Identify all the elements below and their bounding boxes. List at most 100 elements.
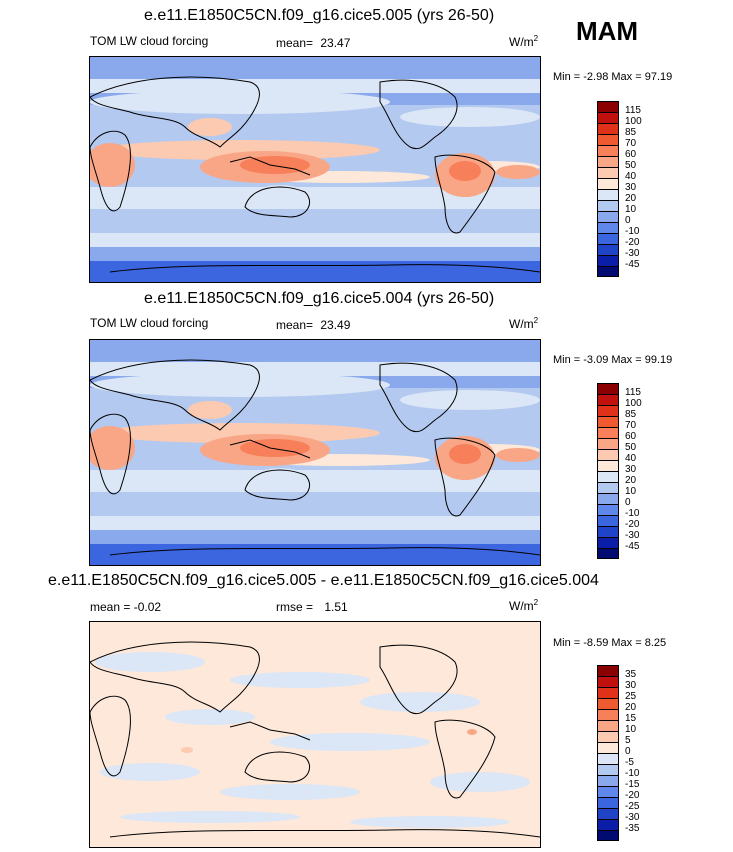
panel1-sh-storm-band	[90, 233, 540, 247]
panel1-sh-mid-band	[90, 209, 540, 233]
panel3-coast-australia	[244, 751, 310, 783]
panel2-mean-key: mean=	[276, 318, 314, 332]
panel1-map	[89, 56, 541, 283]
panel1-units-base: W/m	[509, 35, 534, 49]
panel1-amazon-core	[449, 161, 481, 181]
panel1-mean-key: mean=	[276, 36, 314, 50]
panel1-mean-value: 23.47	[320, 36, 351, 50]
cbar3-tick: 25	[625, 691, 637, 702]
panel1-coastlines	[90, 76, 540, 273]
panel2-coast-africa	[90, 413, 131, 495]
panel2-units-sup: 2	[533, 316, 539, 325]
panel1-australia	[252, 185, 308, 209]
cbar1-tick: 20	[625, 193, 637, 204]
panel3-coast-eurasia	[90, 641, 260, 713]
cbar3-tick: -20	[625, 790, 640, 801]
cbar2-tick: 0	[625, 497, 631, 508]
cbar3-tick: -35	[625, 823, 640, 834]
panel1-tibet	[188, 118, 232, 136]
cbar1-tick: 115	[625, 105, 641, 116]
cbar1-tick: 70	[625, 138, 637, 149]
panel3-neg-patch	[270, 733, 430, 751]
cbar2-tick: -30	[625, 530, 640, 541]
cbar1-tick: 30	[625, 182, 637, 193]
panel3-mean-label: mean = -0.02	[90, 600, 162, 614]
panel2-amazon-core	[449, 444, 481, 464]
cbar2-tick: 10	[625, 486, 637, 497]
panel3-neg-patch	[220, 784, 360, 800]
cbar1-tick: 60	[625, 149, 637, 160]
panel3-map	[89, 621, 541, 848]
panel3-minmax: Min = -8.59 Max = 8.25	[553, 637, 667, 649]
cbar2-tick: 70	[625, 420, 637, 431]
panel2-sh-band	[90, 470, 540, 492]
cbar1-tick: 100	[625, 116, 642, 127]
panel3-units: W/m2	[509, 598, 538, 613]
panel2-units-base: W/m	[509, 317, 534, 331]
cbar3-tick: 0	[625, 746, 631, 757]
panel3-units-base: W/m	[509, 599, 534, 613]
panel2-africa-max	[90, 426, 135, 470]
panel2-coast-eurasia	[90, 359, 260, 431]
panel1-atlantic-max	[496, 165, 540, 179]
cbar1-tick: -30	[625, 248, 640, 259]
cbar1-tick: 10	[625, 204, 637, 215]
cbar3-tick: 5	[625, 735, 631, 746]
panel2-mean-label: mean= 23.49	[276, 318, 350, 332]
panel2-nh-pacific-patch	[90, 373, 390, 397]
cbar1-swatch-15	[597, 266, 619, 277]
panel1-africa-max	[90, 143, 135, 187]
cbar2-tick: 20	[625, 475, 637, 486]
panel2-coast-australia	[244, 469, 310, 501]
panel1-coast-eurasia	[90, 76, 260, 148]
cbar2-tick: 60	[625, 431, 637, 442]
panel3-colorbar: 35 30 25 20 15 10 5 0 -5 -10 -15 -20 -25…	[597, 665, 657, 841]
cbar3-tick: -10	[625, 768, 640, 779]
panel1-itcz-west	[100, 140, 380, 160]
panel3-coast-namerica	[379, 644, 458, 715]
cbar1-tick: -20	[625, 237, 640, 248]
panel1-coast-africa	[90, 130, 131, 212]
cbar3-swatch-15	[597, 830, 619, 841]
panel1-coast-australia	[244, 186, 310, 218]
panel1-coast-indonesia	[229, 156, 311, 176]
panel3-neg-patch	[100, 763, 200, 781]
panel2-minmax: Min = -3.09 Max = 99.19	[553, 354, 673, 366]
panel2-map-svg	[90, 340, 540, 565]
panel3-neg-patch	[120, 811, 300, 823]
panel2-tibet	[188, 401, 232, 419]
panel3-map-svg	[90, 622, 540, 847]
panel1-coast-samerica	[434, 154, 496, 234]
panel2-atlantic-max	[496, 448, 540, 462]
panel1-sh-band	[90, 187, 540, 209]
panel1-nh-atlantic-patch	[400, 107, 540, 127]
panel1-coast-antarctica	[109, 264, 540, 273]
cbar1-tick: 40	[625, 171, 637, 182]
cbar2-tick: 100	[625, 398, 642, 409]
panel3-units-sup: 2	[533, 598, 539, 607]
cbar3-tick: -25	[625, 801, 640, 812]
panel3-neg-patch	[350, 816, 510, 828]
panel2-sh-mid-band	[90, 492, 540, 516]
panel3-neg-patch	[95, 652, 205, 672]
cbar1-tick: 50	[625, 160, 637, 171]
panel3-neg-patch	[165, 709, 255, 725]
panel1-units: W/m2	[509, 34, 538, 49]
cbar1-tick: -10	[625, 226, 640, 237]
panel2-map	[89, 339, 541, 566]
panel2-units: W/m2	[509, 316, 538, 331]
cbar2-tick: -10	[625, 508, 640, 519]
cbar3-tick: 30	[625, 680, 637, 691]
cbar2-tick: 50	[625, 442, 637, 453]
panel2-variable-label: TOM LW cloud forcing	[90, 316, 209, 330]
cbar2-swatch-15	[597, 548, 619, 559]
cbar3-tick: 10	[625, 724, 637, 735]
panel2-southern-ocean-band	[90, 530, 540, 544]
panel3-rmse-key: rmse =	[276, 600, 314, 614]
panel1-southern-ocean-band	[90, 247, 540, 261]
panel1-nh-pacific-patch	[90, 90, 390, 114]
panel2-itcz-west	[100, 423, 380, 443]
cbar1-tick: 0	[625, 215, 631, 226]
panel2-coastlines	[90, 359, 540, 556]
panel1-nh-high-band	[90, 79, 540, 93]
